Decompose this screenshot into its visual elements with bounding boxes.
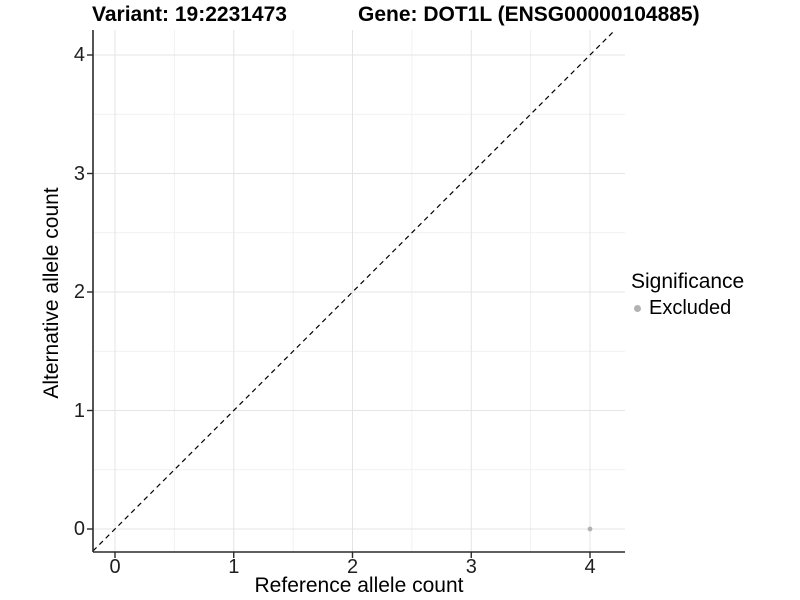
excluded-point-icon xyxy=(634,305,641,312)
x-tick-label: 4 xyxy=(584,556,596,578)
plot-title-gene: Gene: DOT1L (ENSG00000104885) xyxy=(358,3,700,26)
y-tick-label: 2 xyxy=(73,281,85,303)
x-tick-label: 0 xyxy=(109,556,121,578)
y-tick-label: 0 xyxy=(73,518,85,540)
identity-line xyxy=(92,29,616,552)
y-tick-label: 3 xyxy=(73,162,85,185)
x-tick-label: 3 xyxy=(465,556,477,578)
plot-title-variant: Variant: 19:2231473 xyxy=(92,3,287,26)
legend-item-label: Excluded xyxy=(649,297,732,319)
data-point xyxy=(587,526,593,532)
legend-item-excluded: Excluded xyxy=(631,297,744,320)
y-tick-label: 1 xyxy=(73,399,85,422)
plot-panel xyxy=(93,30,625,552)
legend: Significance Excluded xyxy=(631,270,744,320)
y-tick-label: 4 xyxy=(73,44,85,66)
legend-title: Significance xyxy=(631,270,745,293)
x-tick-label: 1 xyxy=(228,556,240,578)
x-tick-label: 2 xyxy=(346,556,359,578)
x-axis-title: Reference allele count xyxy=(254,574,464,597)
